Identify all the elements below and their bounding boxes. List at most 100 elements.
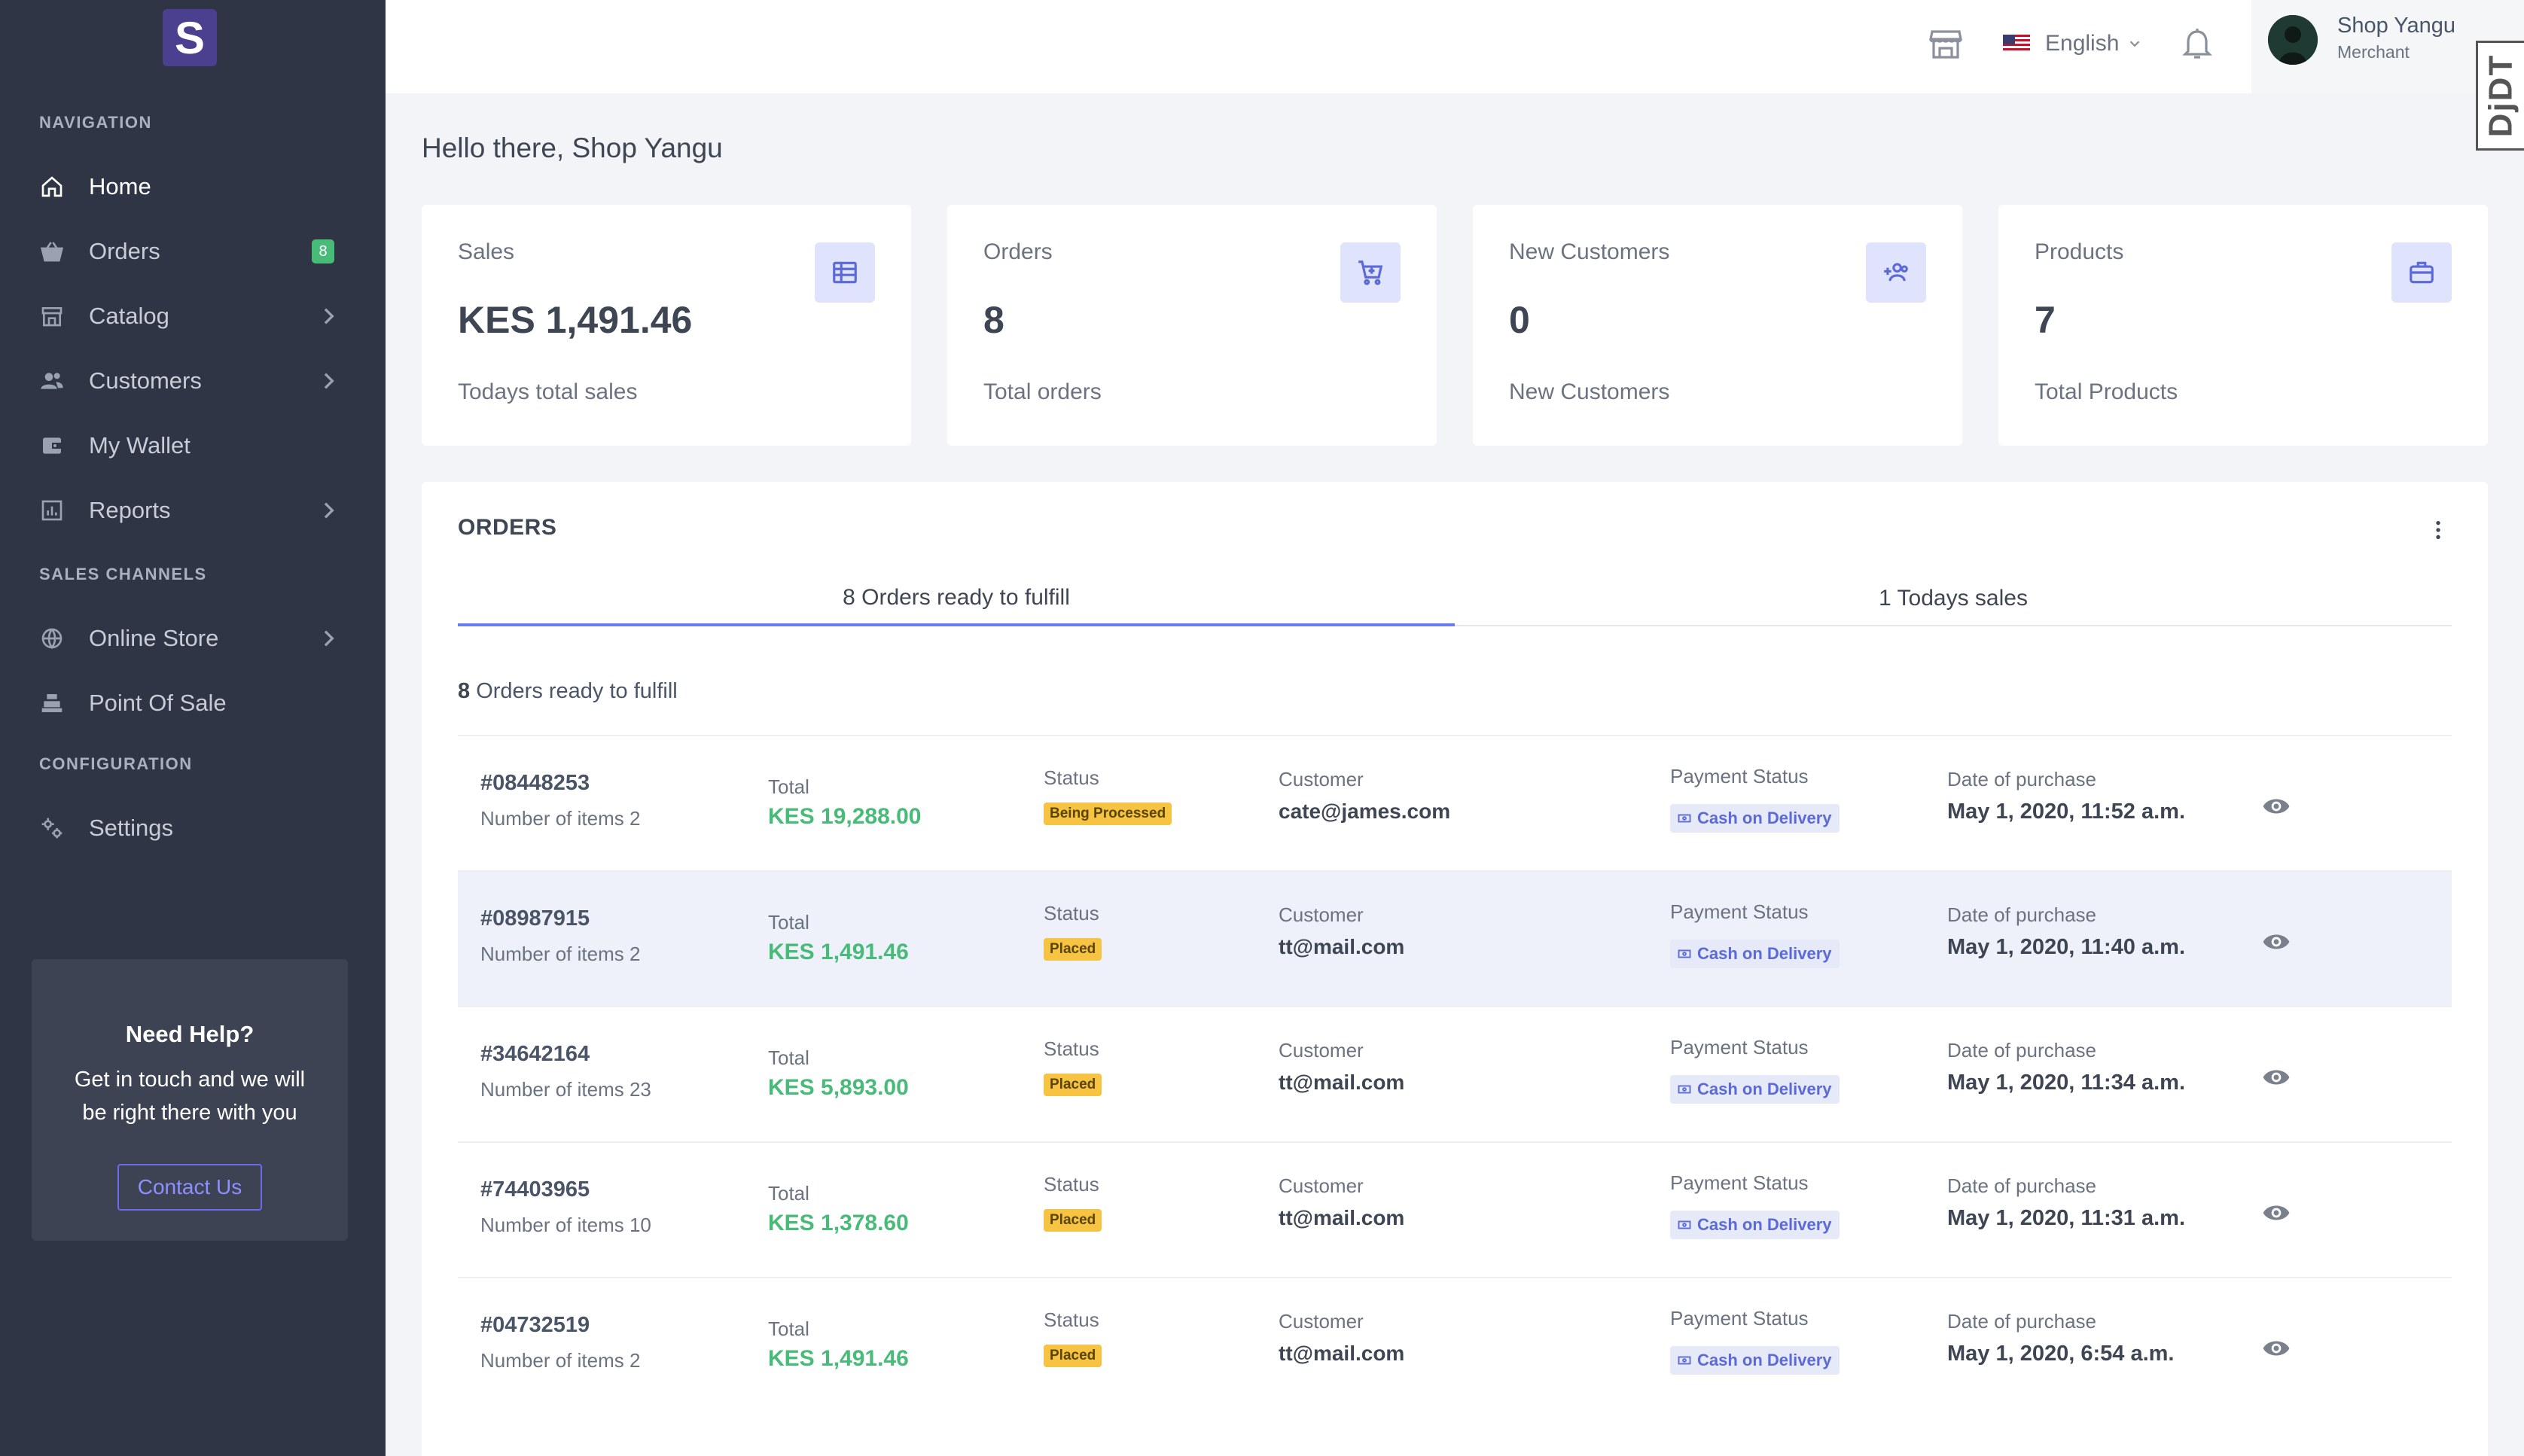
sidebar-item-settings[interactable]: Settings <box>39 806 340 851</box>
status-badge: Placed <box>1044 938 1102 961</box>
order-date: May 1, 2020, 11:34 a.m. <box>1947 1071 2185 1095</box>
sidebar-item-home[interactable]: Home <box>39 164 340 209</box>
sidebar-item-reports[interactable]: Reports <box>39 488 340 533</box>
help-text: Get in touch and we will be right there … <box>74 1068 306 1125</box>
payment-status-label: Payment Status <box>1670 765 1809 787</box>
sidebar: S NAVIGATION Home Orders 8 Catalog Custo… <box>0 0 386 1456</box>
table-row[interactable]: #34642164 Number of items 23 Total KES 5,89… <box>458 1006 2452 1141</box>
total-label: Total <box>768 1317 809 1340</box>
cash-icon <box>1678 949 1691 958</box>
customer-label: Customer <box>1279 1039 1364 1062</box>
stat-card-products: Products 7 Total Products <box>1998 205 2488 446</box>
orders-title: ORDERS <box>458 515 557 540</box>
table-row[interactable]: #74403965 Number of items 10 Total KES 1,37… <box>458 1141 2452 1277</box>
chevron-right-icon <box>324 373 334 389</box>
view-order-icon[interactable] <box>2262 792 2291 821</box>
sidebar-item-customers[interactable]: Customers <box>39 358 340 404</box>
date-label: Date of purchase <box>1947 1039 2097 1062</box>
us-flag-icon <box>2003 35 2030 53</box>
payment-method: Cash on Delivery <box>1697 1080 1832 1098</box>
store-icon <box>39 303 65 329</box>
customer-label: Customer <box>1279 1310 1364 1333</box>
chevron-down-icon <box>2130 41 2140 47</box>
page-greeting: Hello there, Shop Yangu <box>422 133 723 163</box>
sidebar-item-label: Home <box>89 173 151 200</box>
payment-badge: Cash on Delivery <box>1670 1075 1840 1104</box>
order-id[interactable]: #74403965 <box>480 1177 590 1202</box>
nav-section-configuration: CONFIGURATION <box>39 754 193 773</box>
table-row[interactable]: #04732519 Number of items 2 Total KES 1,491… <box>458 1277 2452 1412</box>
order-id[interactable]: #08448253 <box>480 771 590 795</box>
sidebar-item-online-store[interactable]: Online Store <box>39 616 340 661</box>
view-order-icon[interactable] <box>2262 1199 2291 1227</box>
user-role: Merchant <box>2337 42 2410 62</box>
sidebar-item-label: Point Of Sale <box>89 690 227 716</box>
order-customer: tt@mail.com <box>1279 1342 1405 1365</box>
sidebar-item-catalog[interactable]: Catalog <box>39 294 340 339</box>
bell-icon[interactable] <box>2179 26 2215 62</box>
sidebar-item-label: Catalog <box>89 303 169 329</box>
payment-method: Cash on Delivery <box>1697 809 1832 827</box>
view-order-icon[interactable] <box>2262 1063 2291 1092</box>
sidebar-item-label: Settings <box>89 815 174 841</box>
sidebar-item-label: Orders <box>89 238 160 264</box>
order-customer: tt@mail.com <box>1279 935 1405 958</box>
cash-icon <box>1678 1220 1691 1229</box>
more-options-icon[interactable] <box>2426 518 2450 542</box>
payment-badge: Cash on Delivery <box>1670 804 1840 833</box>
tab-todays-sales[interactable]: 1 Todays sales <box>1455 572 2452 626</box>
status-label: Status <box>1044 1037 1099 1060</box>
language-selector[interactable]: English <box>2003 23 2143 65</box>
status-label: Status <box>1044 766 1099 789</box>
status-label: Status <box>1044 1173 1099 1196</box>
briefcase-icon <box>2391 242 2452 303</box>
payment-status-label: Payment Status <box>1670 1036 1809 1058</box>
sidebar-item-label: Customers <box>89 367 202 394</box>
table-row[interactable]: #08448253 Number of items 2 Total KES 19,28… <box>458 735 2452 870</box>
avatar <box>2268 15 2318 65</box>
nav-section-navigation: NAVIGATION <box>39 113 152 132</box>
orders-count-line: 8 Orders ready to fulfill <box>458 679 678 704</box>
stat-value: KES 1,491.46 <box>458 299 693 341</box>
store-icon[interactable] <box>1928 26 1964 62</box>
sidebar-item-label: Reports <box>89 497 171 523</box>
stat-label: Orders <box>983 239 1053 264</box>
sidebar-item-label: Online Store <box>89 625 219 651</box>
order-id[interactable]: #34642164 <box>480 1042 590 1066</box>
chevron-right-icon <box>324 630 334 647</box>
globe-icon <box>39 626 65 651</box>
order-id[interactable]: #04732519 <box>480 1313 590 1337</box>
payment-method: Cash on Delivery <box>1697 1351 1832 1369</box>
sidebar-item-point-of-sale[interactable]: Point Of Sale <box>39 681 340 726</box>
order-date: May 1, 2020, 11:52 a.m. <box>1947 800 2185 824</box>
payment-status-label: Payment Status <box>1670 900 1809 923</box>
order-id[interactable]: #08987915 <box>480 906 590 931</box>
debug-toolbar-tab[interactable]: DjDT <box>2476 41 2524 151</box>
tab-orders-ready-to-fulfill[interactable]: 8 Orders ready to fulfill <box>458 572 1455 626</box>
orders-count-text: Orders ready to fulfill <box>476 679 678 703</box>
cash-icon <box>1678 814 1691 823</box>
order-items-count: Number of items 2 <box>480 943 641 965</box>
view-order-icon[interactable] <box>2262 1334 2291 1363</box>
payment-status-label: Payment Status <box>1670 1171 1809 1194</box>
payment-badge: Cash on Delivery <box>1670 940 1840 968</box>
table-row[interactable]: #08987915 Number of items 2 Total KES 1,491… <box>458 870 2452 1006</box>
cash-icon <box>1678 1356 1691 1365</box>
view-order-icon[interactable] <box>2262 928 2291 956</box>
home-icon <box>39 174 65 200</box>
debug-toolbar-label: DjDT <box>2482 53 2519 138</box>
chart-icon <box>39 498 65 523</box>
stat-value: 0 <box>1509 299 1530 341</box>
sidebar-item-wallet[interactable]: My Wallet <box>39 423 340 468</box>
brand-logo[interactable]: S <box>163 9 217 66</box>
stat-card-orders: Orders 8 Total orders <box>947 205 1437 446</box>
contact-us-button[interactable]: Contact Us <box>117 1164 262 1211</box>
customer-label: Customer <box>1279 1174 1364 1197</box>
order-items-count: Number of items 2 <box>480 1349 641 1372</box>
stat-value: 8 <box>983 299 1004 341</box>
ledger-icon <box>815 242 875 303</box>
payment-method: Cash on Delivery <box>1697 1215 1832 1234</box>
sidebar-item-orders[interactable]: Orders 8 <box>39 229 340 274</box>
stat-label: Products <box>2035 239 2124 264</box>
orders-panel: ORDERS 8 Orders ready to fulfill 1 Today… <box>422 482 2488 1456</box>
